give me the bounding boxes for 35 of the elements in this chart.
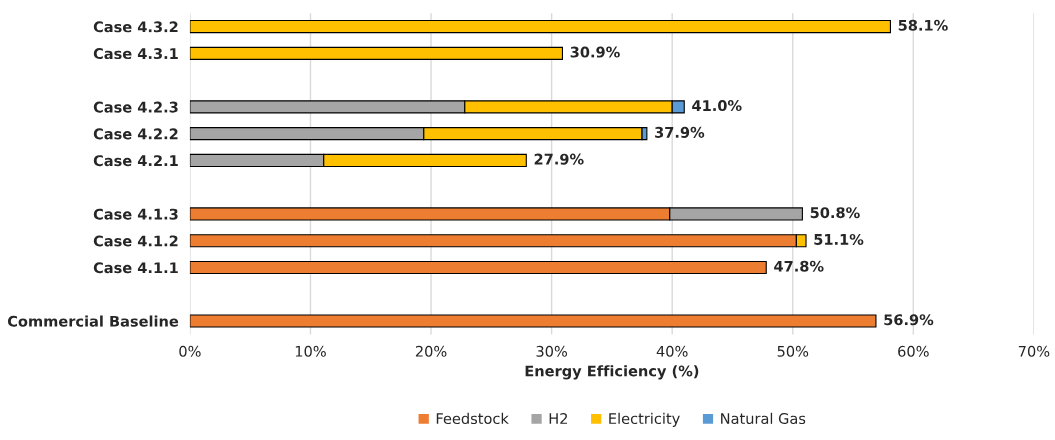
total-label: 51.1% xyxy=(814,233,864,245)
y-tick-label: Case 4.1.1 xyxy=(93,262,178,274)
total-label: 50.8% xyxy=(810,207,860,219)
x-tick-label: 0% xyxy=(179,345,201,357)
y-tick-label: Case 4.1.2 xyxy=(93,235,178,247)
legend-label: Feedstock xyxy=(436,412,509,425)
total-label: 47.8% xyxy=(774,260,824,272)
x-tick-label: 30% xyxy=(536,345,568,357)
bar xyxy=(189,46,564,60)
total-label: 27.9% xyxy=(534,153,584,165)
legend-label: H2 xyxy=(549,413,568,424)
y-tick-label: Case 4.2.3 xyxy=(93,101,178,113)
bar xyxy=(189,260,767,275)
y-tick-label: Commercial Baseline xyxy=(7,315,179,327)
bar xyxy=(189,20,891,34)
x-tick-label: 60% xyxy=(898,345,929,357)
total-label: 56.9% xyxy=(884,314,934,326)
y-tick-label: Case 4.3.1 xyxy=(93,48,178,60)
total-label: 30.9% xyxy=(570,46,620,58)
x-axis-title: Energy Efficiency (%) xyxy=(525,365,699,380)
x-tick-label: 70% xyxy=(1018,345,1050,357)
y-tick-label: Case 4.3.2 xyxy=(93,21,178,33)
legend-label: Natural Gas xyxy=(721,412,806,425)
total-label: 37.9% xyxy=(655,126,705,138)
total-label: 58.1% xyxy=(898,19,948,31)
y-tick-label: Case 4.2.2 xyxy=(93,128,178,140)
x-tick-label: 40% xyxy=(656,345,688,357)
y-tick-label: Case 4.1.3 xyxy=(93,208,178,220)
x-tick-label: 20% xyxy=(415,345,447,357)
x-tick-label: 50% xyxy=(777,345,809,357)
legend-label: Electricity xyxy=(609,412,680,427)
x-tick-label: 10% xyxy=(295,345,326,357)
total-label: 41.0% xyxy=(692,100,742,112)
y-tick-label: Case 4.2.1 xyxy=(93,155,178,167)
bar xyxy=(189,314,877,328)
